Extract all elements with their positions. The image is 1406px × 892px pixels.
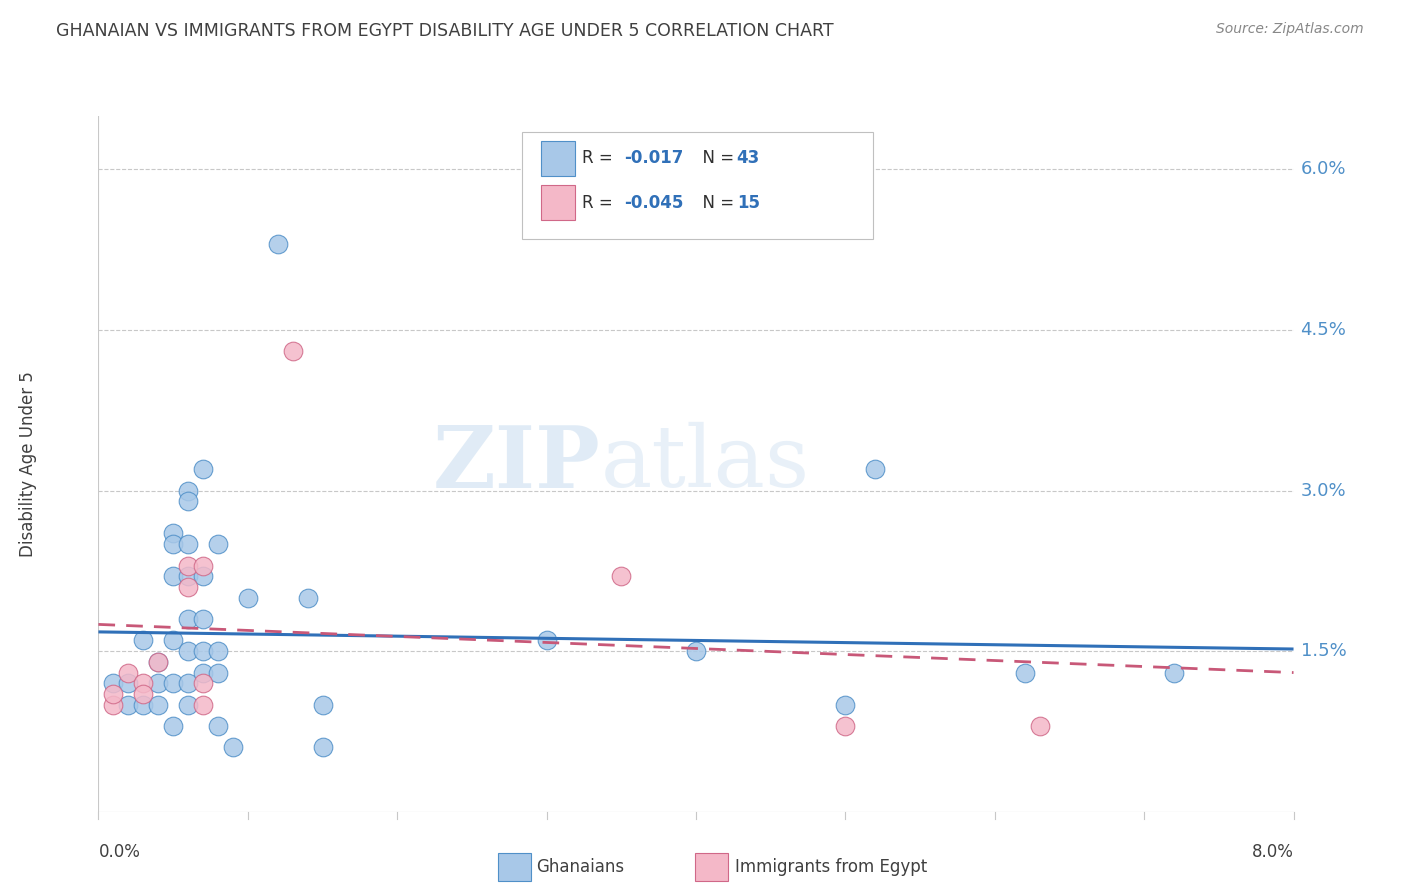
Point (834, 698, 856, 712)
Text: 3.0%: 3.0% (1301, 482, 1346, 500)
Point (1028, 719, 1050, 733)
Point (191, 676, 214, 690)
Text: -0.017: -0.017 (624, 150, 683, 168)
Text: N =: N = (692, 150, 740, 168)
Text: N =: N = (692, 194, 740, 211)
Text: 6.0%: 6.0% (1301, 161, 1346, 178)
Point (191, 558, 214, 573)
Point (191, 462, 214, 476)
Text: 15: 15 (737, 194, 759, 211)
Point (1014, 665, 1036, 680)
Point (222, 740, 245, 755)
Text: -0.045: -0.045 (624, 194, 683, 211)
Point (117, 665, 139, 680)
Point (311, 740, 333, 755)
Point (148, 655, 170, 669)
Point (103, 698, 125, 712)
Point (162, 537, 184, 551)
Text: R =: R = (582, 194, 619, 211)
Point (162, 676, 184, 690)
Point (132, 676, 155, 690)
Text: R =: R = (582, 150, 619, 168)
Point (177, 537, 200, 551)
Point (103, 687, 125, 701)
Point (177, 612, 200, 626)
Point (148, 698, 170, 712)
Point (191, 644, 214, 658)
Point (207, 719, 229, 733)
Point (162, 719, 184, 733)
Point (610, 569, 633, 583)
Point (207, 537, 229, 551)
Point (863, 462, 886, 476)
Text: Disability Age Under 5: Disability Age Under 5 (20, 371, 37, 557)
Point (685, 644, 707, 658)
Point (536, 633, 558, 648)
Point (177, 698, 200, 712)
Point (177, 569, 200, 583)
Point (281, 344, 304, 359)
Text: Ghanaians: Ghanaians (536, 858, 624, 876)
Point (207, 665, 229, 680)
Point (132, 698, 155, 712)
Point (177, 494, 200, 508)
Point (177, 580, 200, 594)
Point (191, 569, 214, 583)
Point (191, 665, 214, 680)
Point (177, 676, 200, 690)
Point (162, 633, 184, 648)
Text: ZIP: ZIP (433, 422, 600, 506)
Text: atlas: atlas (600, 422, 810, 506)
Point (162, 526, 184, 541)
Point (162, 569, 184, 583)
Text: Immigrants from Egypt: Immigrants from Egypt (735, 858, 928, 876)
Point (191, 612, 214, 626)
Text: 8.0%: 8.0% (1251, 843, 1294, 861)
Point (148, 676, 170, 690)
Text: 0.0%: 0.0% (98, 843, 141, 861)
Text: Source: ZipAtlas.com: Source: ZipAtlas.com (1216, 22, 1364, 37)
Point (834, 719, 856, 733)
Point (148, 655, 170, 669)
Point (132, 633, 155, 648)
Point (177, 644, 200, 658)
Point (177, 558, 200, 573)
Point (311, 698, 333, 712)
Text: 1.5%: 1.5% (1301, 642, 1347, 660)
Point (297, 591, 319, 605)
Text: GHANAIAN VS IMMIGRANTS FROM EGYPT DISABILITY AGE UNDER 5 CORRELATION CHART: GHANAIAN VS IMMIGRANTS FROM EGYPT DISABI… (56, 22, 834, 40)
Point (207, 644, 229, 658)
Point (132, 687, 155, 701)
Point (103, 676, 125, 690)
Point (267, 237, 290, 252)
Point (1163, 665, 1185, 680)
Point (177, 483, 200, 498)
Point (236, 591, 259, 605)
Text: 4.5%: 4.5% (1301, 321, 1347, 339)
Point (191, 698, 214, 712)
Point (117, 676, 139, 690)
Text: 43: 43 (737, 150, 761, 168)
Point (117, 698, 139, 712)
